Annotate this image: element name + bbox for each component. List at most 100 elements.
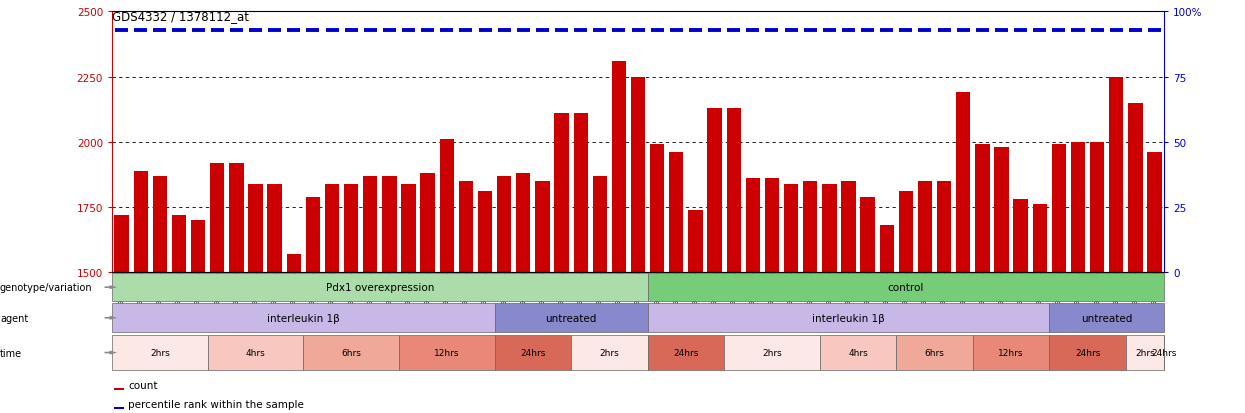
Bar: [650, 145, 665, 273]
Bar: [1013, 200, 1028, 273]
Bar: [364, 176, 377, 273]
Text: 2hrs: 2hrs: [149, 348, 169, 357]
Bar: [344, 184, 359, 273]
Text: count: count: [128, 380, 158, 390]
Bar: [517, 174, 530, 273]
Bar: [325, 184, 339, 273]
Text: GDS4332 / 1378112_at: GDS4332 / 1378112_at: [112, 10, 249, 23]
Bar: [112, 335, 208, 370]
Bar: [306, 197, 320, 273]
Bar: [554, 114, 569, 273]
Bar: [1125, 335, 1164, 370]
Bar: [746, 179, 759, 273]
Bar: [647, 335, 725, 370]
Bar: [133, 171, 148, 273]
Bar: [725, 335, 819, 370]
Text: 6hrs: 6hrs: [341, 348, 361, 357]
Text: control: control: [888, 282, 924, 292]
Bar: [1050, 304, 1164, 332]
Bar: [784, 184, 798, 273]
Text: 2hrs: 2hrs: [762, 348, 782, 357]
Bar: [764, 179, 779, 273]
Bar: [286, 254, 301, 273]
Bar: [593, 176, 608, 273]
Text: 24hrs: 24hrs: [1074, 348, 1101, 357]
Bar: [268, 184, 281, 273]
Bar: [937, 182, 951, 273]
Text: 12hrs: 12hrs: [435, 348, 459, 357]
Bar: [803, 182, 818, 273]
Bar: [611, 62, 626, 273]
Text: 4hrs: 4hrs: [245, 348, 265, 357]
Text: percentile rank within the sample: percentile rank within the sample: [128, 399, 304, 409]
Bar: [669, 153, 684, 273]
Text: Pdx1 overexpression: Pdx1 overexpression: [326, 282, 435, 292]
Bar: [112, 274, 647, 301]
Bar: [822, 184, 837, 273]
Text: interleukin 1β: interleukin 1β: [812, 313, 885, 323]
Bar: [1032, 205, 1047, 273]
Bar: [842, 182, 855, 273]
Text: time: time: [0, 348, 22, 358]
Bar: [248, 184, 263, 273]
Text: 4hrs: 4hrs: [848, 348, 868, 357]
Bar: [112, 304, 494, 332]
Bar: [860, 197, 875, 273]
Bar: [899, 192, 913, 273]
Bar: [382, 176, 397, 273]
Bar: [535, 182, 549, 273]
Bar: [574, 114, 588, 273]
Bar: [647, 304, 1050, 332]
Bar: [115, 406, 123, 409]
Bar: [1148, 153, 1162, 273]
Bar: [1052, 145, 1066, 273]
Bar: [401, 184, 416, 273]
Bar: [190, 221, 205, 273]
Bar: [918, 182, 933, 273]
Bar: [439, 140, 454, 273]
Bar: [421, 174, 435, 273]
Bar: [995, 148, 1008, 273]
Bar: [115, 388, 123, 390]
Bar: [494, 304, 647, 332]
Bar: [1071, 142, 1086, 273]
Bar: [494, 335, 571, 370]
Bar: [458, 182, 473, 273]
Bar: [478, 192, 492, 273]
Bar: [688, 210, 702, 273]
Text: 2hrs: 2hrs: [1135, 348, 1155, 357]
Bar: [115, 215, 128, 273]
Bar: [571, 335, 647, 370]
Bar: [972, 335, 1050, 370]
Bar: [304, 335, 398, 370]
Text: 6hrs: 6hrs: [925, 348, 945, 357]
Bar: [707, 109, 722, 273]
Bar: [1109, 78, 1123, 273]
Text: agent: agent: [0, 313, 29, 323]
Bar: [398, 335, 494, 370]
Bar: [1128, 104, 1143, 273]
Bar: [879, 226, 894, 273]
Text: 2hrs: 2hrs: [600, 348, 619, 357]
Bar: [631, 78, 645, 273]
Bar: [727, 109, 741, 273]
Text: untreated: untreated: [1081, 313, 1133, 323]
Bar: [1089, 142, 1104, 273]
Bar: [210, 163, 224, 273]
Bar: [208, 335, 304, 370]
Bar: [647, 274, 1164, 301]
Bar: [975, 145, 990, 273]
Bar: [153, 176, 167, 273]
Text: 24hrs: 24hrs: [674, 348, 698, 357]
Bar: [819, 335, 896, 370]
Bar: [172, 215, 187, 273]
Bar: [956, 93, 970, 273]
Bar: [497, 176, 512, 273]
Text: 12hrs: 12hrs: [998, 348, 1023, 357]
Text: untreated: untreated: [545, 313, 596, 323]
Bar: [1050, 335, 1125, 370]
Text: interleukin 1β: interleukin 1β: [266, 313, 340, 323]
Bar: [896, 335, 972, 370]
Bar: [229, 163, 244, 273]
Text: genotype/variation: genotype/variation: [0, 282, 92, 292]
